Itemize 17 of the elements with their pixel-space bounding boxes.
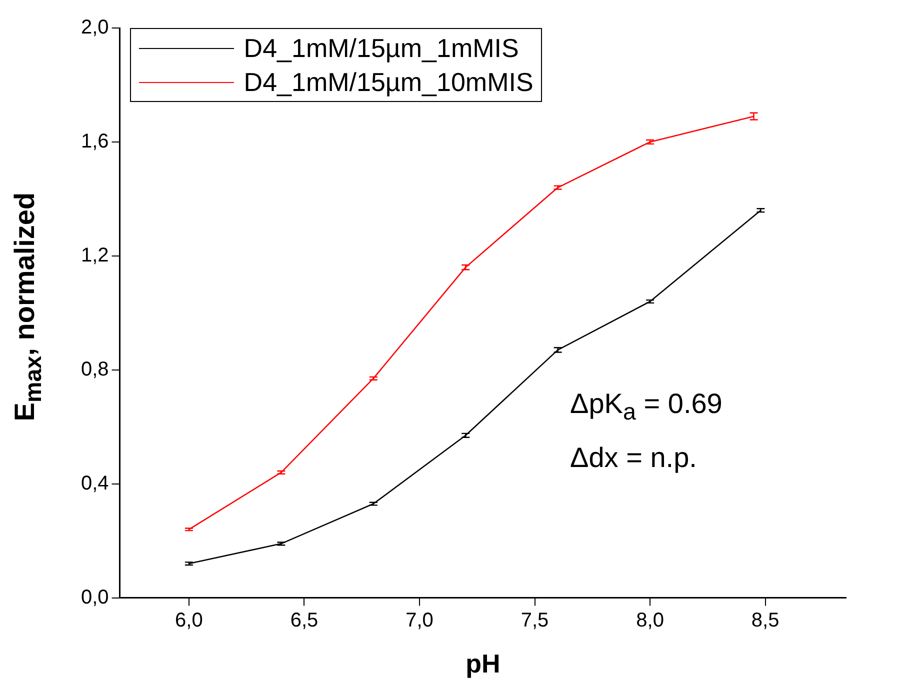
y-tick-label: 0,8	[80, 358, 109, 380]
x-tick-label: 7,0	[406, 609, 434, 632]
annotation: ΔpK$_{a}$ = 0.69	[570, 387, 722, 427]
annotation: Δdx = n.p.	[570, 440, 698, 475]
y-tick-label: 1,2	[80, 244, 109, 266]
legend-label: D4_1mM/15µm_1mMIS	[244, 32, 519, 65]
legend-label: D4_1mM/15µm_10mMIS	[244, 66, 534, 99]
x-tick-label: 8,5	[751, 609, 780, 632]
y-tick-label: 0,0	[80, 586, 109, 608]
x-tick-label: 7,5	[520, 609, 549, 632]
x-axis-title: pH	[466, 648, 500, 679]
x-tick-label: 6,5	[290, 609, 318, 632]
y-tick-label: 1,6	[80, 130, 109, 152]
x-tick-label: 6,0	[175, 609, 203, 632]
y-tick-label: 0,4	[80, 472, 109, 494]
x-tick-label: 8,0	[636, 609, 664, 632]
y-tick-label: 2,0	[80, 16, 109, 39]
